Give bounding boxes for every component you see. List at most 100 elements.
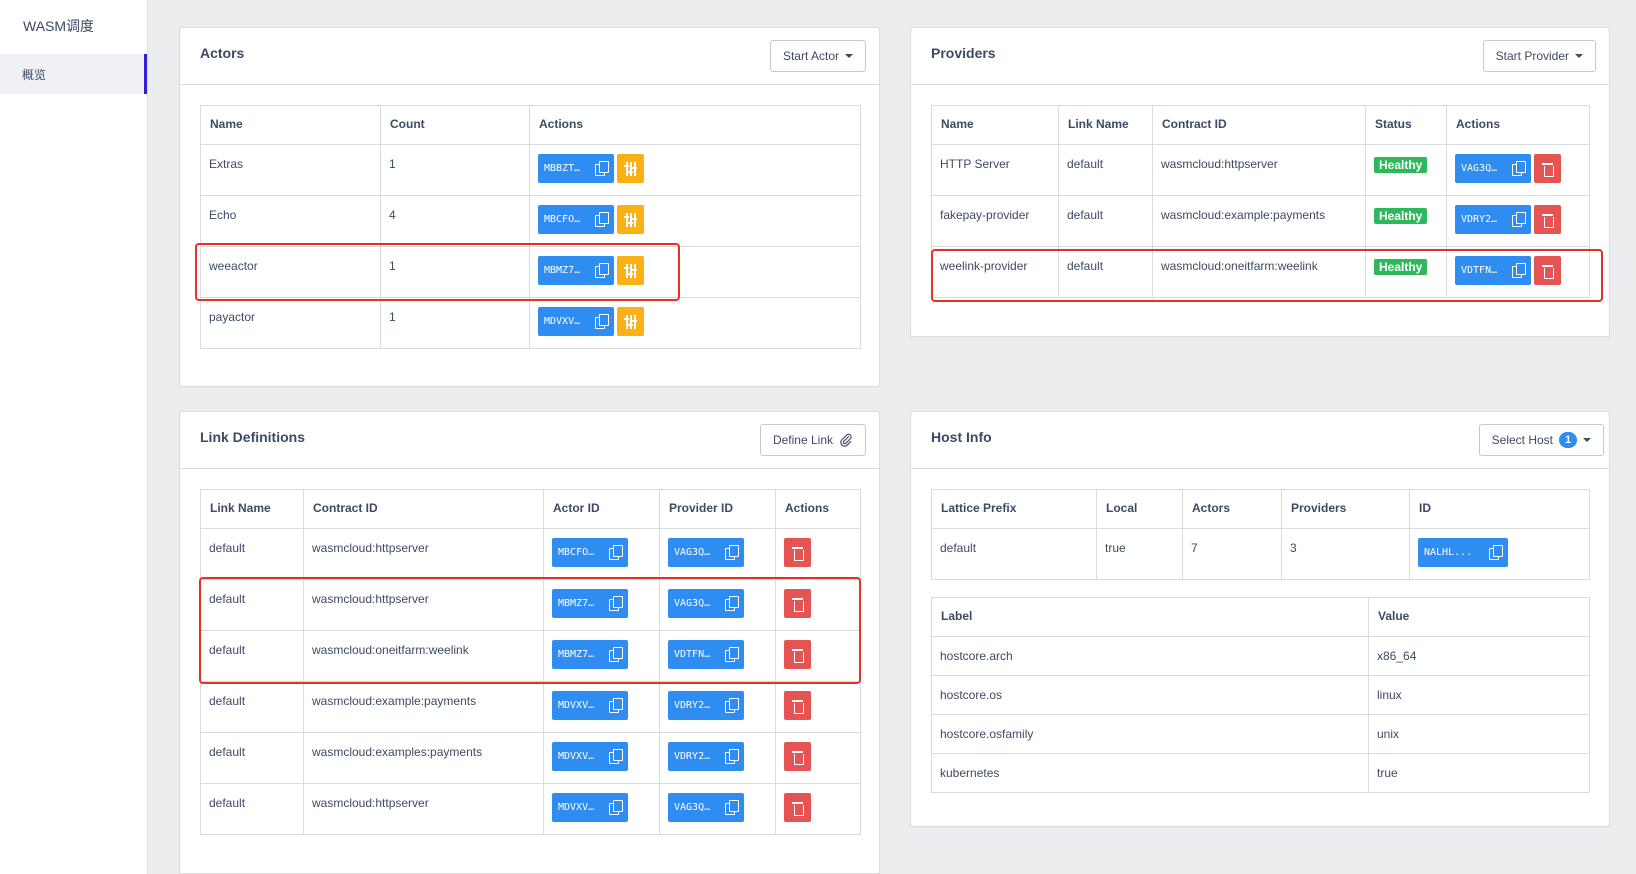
stop-provider-button[interactable]	[1534, 154, 1561, 183]
table-row: fakepay-provider default wasmcloud:examp…	[931, 195, 1590, 247]
link-actions	[775, 732, 861, 784]
select-host-button[interactable]: Select Host 1	[1478, 424, 1604, 456]
link-name: default	[200, 528, 304, 580]
host-id-button[interactable]: NALHL...	[1418, 538, 1508, 567]
actor-count: 1	[380, 246, 530, 298]
trash-icon	[792, 597, 804, 612]
table-row: Echo 4 MBCFO…	[200, 195, 861, 247]
delete-link-button[interactable]	[784, 793, 811, 822]
host-id-cell: NALHL...	[1409, 528, 1590, 580]
provider-actions: VDTFN…	[1446, 246, 1590, 298]
sidebar-item-overview[interactable]: 概览	[0, 54, 147, 94]
actor-name: payactor	[200, 297, 381, 349]
table-row: default wasmcloud:httpserver MBCFO… VAG3…	[200, 528, 861, 580]
provider-id-button[interactable]: VDRY2…	[668, 691, 744, 720]
actor-actions: MBMZ7…	[529, 246, 861, 298]
scale-actor-button[interactable]	[617, 307, 644, 336]
provider-actions: VAG3Q…	[1446, 144, 1590, 196]
link-contract-id: wasmcloud:httpserver	[303, 783, 544, 835]
scale-actor-button[interactable]	[617, 256, 644, 285]
table-row: default wasmcloud:httpserver MDVXV… VAG3…	[200, 783, 861, 835]
actor-actions: MDVXV…	[529, 297, 861, 349]
actor-name: Extras	[200, 144, 381, 196]
link-definitions-header: Link Definitions Define Link	[180, 412, 879, 469]
delete-link-button[interactable]	[784, 589, 811, 618]
trash-icon	[1542, 213, 1554, 228]
host-label: hostcore.os	[931, 675, 1369, 715]
host-labels-table: Label Value hostcore.arch x86_64 hostcor…	[931, 597, 1590, 793]
copy-icon	[725, 748, 739, 764]
sidebar: WASM调度 概览	[0, 0, 148, 874]
host-label: hostcore.osfamily	[931, 714, 1369, 754]
host-info-title: Host Info	[931, 429, 992, 445]
stop-provider-button[interactable]	[1534, 256, 1561, 285]
column-header: Actions	[529, 105, 861, 145]
table-row: hostcore.osfamily unix	[931, 714, 1590, 754]
provider-id-button[interactable]: VDRY2…	[1455, 205, 1531, 234]
host-label-value: true	[1368, 753, 1590, 793]
provider-actions: VDRY2…	[1446, 195, 1590, 247]
actor-id-button[interactable]: MBBZT…	[538, 154, 614, 183]
link-actor-id: MDVXV…	[543, 681, 660, 733]
column-header: Contract ID	[303, 489, 544, 529]
actor-count: 1	[380, 144, 530, 196]
actor-id-text: MBCFO…	[544, 214, 581, 225]
provider-id-button[interactable]: VAG3Q…	[668, 538, 744, 567]
provider-id-button[interactable]: VAG3Q…	[1455, 154, 1531, 183]
provider-id-text: VDTFN…	[674, 649, 711, 660]
stop-provider-button[interactable]	[1534, 205, 1561, 234]
link-contract-id: wasmcloud:httpserver	[303, 579, 544, 631]
provider-link-name: default	[1058, 246, 1153, 298]
actor-id-button[interactable]: MDVXV…	[552, 691, 628, 720]
actor-id-button[interactable]: MDVXV…	[538, 307, 614, 336]
actor-id-button[interactable]: MBMZ7…	[552, 640, 628, 669]
actor-id-button[interactable]: MBMZ7…	[538, 256, 614, 285]
copy-icon	[595, 262, 609, 278]
host-actors: 7	[1182, 528, 1282, 580]
table-row: weeactor 1 MBMZ7…	[200, 246, 861, 298]
provider-id-button[interactable]: VDTFN…	[668, 640, 744, 669]
start-actor-button[interactable]: Start Actor	[769, 40, 866, 72]
actor-id-button[interactable]: MBMZ7…	[552, 589, 628, 618]
sliders-icon	[624, 212, 637, 227]
delete-link-button[interactable]	[784, 691, 811, 720]
actor-id-text: MBMZ7…	[558, 598, 595, 609]
provider-contract-id: wasmcloud:httpserver	[1152, 144, 1366, 196]
actor-id-button[interactable]: MDVXV…	[552, 742, 628, 771]
actor-id-button[interactable]: MBCFO…	[552, 538, 628, 567]
scale-actor-button[interactable]	[617, 205, 644, 234]
column-header: Contract ID	[1152, 105, 1366, 145]
table-header-row: Label Value	[931, 597, 1590, 637]
link-name: default	[200, 681, 304, 733]
copy-icon	[1512, 211, 1526, 227]
link-name: default	[200, 732, 304, 784]
actor-id-button[interactable]: MDVXV…	[552, 793, 628, 822]
link-actions	[775, 579, 861, 631]
provider-name: fakepay-provider	[931, 195, 1059, 247]
link-contract-id: wasmcloud:oneitfarm:weelink	[303, 630, 544, 682]
host-label: kubernetes	[931, 753, 1369, 793]
sliders-icon	[624, 161, 637, 176]
column-header: Actors	[1182, 489, 1282, 529]
define-link-button[interactable]: Define Link	[759, 424, 866, 456]
host-label: hostcore.arch	[931, 636, 1369, 676]
host-info-header: Host Info Select Host 1	[911, 412, 1609, 469]
delete-link-button[interactable]	[784, 640, 811, 669]
providers-table: Name Link Name Contract ID Status Action…	[931, 105, 1590, 298]
provider-id-button[interactable]: VAG3Q…	[668, 793, 744, 822]
copy-icon	[595, 313, 609, 329]
start-provider-button[interactable]: Start Provider	[1482, 40, 1596, 72]
provider-id-button[interactable]: VAG3Q…	[668, 589, 744, 618]
status-badge: Healthy	[1374, 259, 1428, 275]
table-header-row: Link Name Contract ID Actor ID Provider …	[200, 489, 861, 529]
provider-id-button[interactable]: VDTFN…	[1455, 256, 1531, 285]
provider-id-button[interactable]: VDRY2…	[668, 742, 744, 771]
actor-id-button[interactable]: MBCFO…	[538, 205, 614, 234]
table-row: kubernetes true	[931, 753, 1590, 793]
delete-link-button[interactable]	[784, 538, 811, 567]
caret-down-icon	[845, 54, 853, 58]
scale-actor-button[interactable]	[617, 154, 644, 183]
copy-icon	[725, 544, 739, 560]
actors-table: Name Count Actions Extras 1 MBBZT… Echo …	[200, 105, 861, 349]
delete-link-button[interactable]	[784, 742, 811, 771]
